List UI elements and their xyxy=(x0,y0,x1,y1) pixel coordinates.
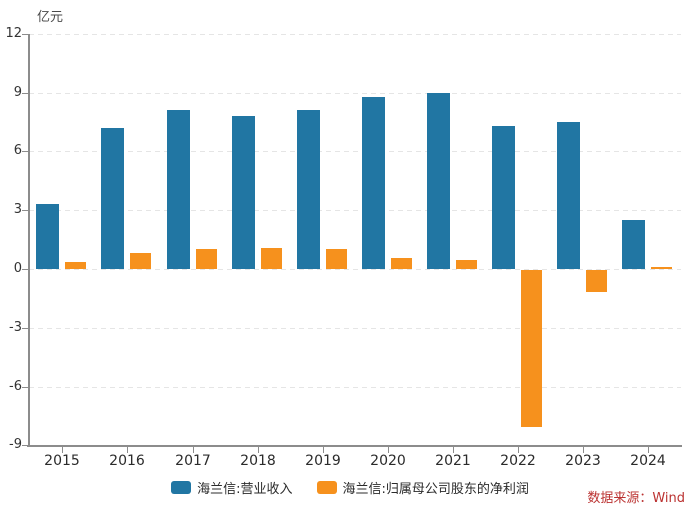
x-tick-mark xyxy=(453,447,454,453)
x-tick-mark xyxy=(258,447,259,453)
grid-line-y0 xyxy=(29,269,681,270)
y-tick-mark xyxy=(22,93,28,94)
x-tick-mark xyxy=(388,447,389,453)
y-tick-label: -6 xyxy=(9,379,22,394)
data-source-label: 数据来源：Wind xyxy=(587,491,685,506)
bar-revenue-2015 xyxy=(36,204,59,269)
net-profit-legend-label: 海兰信:归属母公司股东的净利润 xyxy=(342,482,529,497)
chart-legend: 海兰信:营业收入 海兰信:归属母公司股东的净利润 xyxy=(0,478,700,497)
y-tick-mark xyxy=(22,151,28,152)
x-tick-label-2019: 2019 xyxy=(305,453,341,469)
bar-revenue-2021 xyxy=(427,93,450,269)
x-tick-label-2020: 2020 xyxy=(370,453,406,469)
y-tick-label: 12 xyxy=(5,26,22,41)
x-tick-label-2015: 2015 xyxy=(44,453,80,469)
revenue-legend-swatch xyxy=(171,481,192,494)
x-tick-label-2022: 2022 xyxy=(500,453,536,469)
y-tick-label: -9 xyxy=(9,437,22,452)
y-axis-line xyxy=(28,34,30,447)
bar-revenue-2024 xyxy=(622,220,645,269)
grid-line-y-3 xyxy=(29,328,681,329)
y-tick-label: -3 xyxy=(9,320,22,335)
bar-net-profit-2015 xyxy=(65,262,86,269)
grid-line-y6 xyxy=(29,151,681,152)
grid-line-y3 xyxy=(29,210,681,211)
bar-net-profit-2024 xyxy=(651,267,672,269)
y-tick-label: 3 xyxy=(13,202,22,217)
net-profit-legend-swatch xyxy=(316,481,337,494)
y-tick-mark xyxy=(22,445,28,446)
bar-revenue-2023 xyxy=(557,122,580,269)
x-tick-label-2023: 2023 xyxy=(565,453,601,469)
legend-item-net-profit: 海兰信:归属母公司股东的净利润 xyxy=(316,478,529,497)
bar-revenue-2022 xyxy=(492,126,515,269)
x-tick-mark xyxy=(583,447,584,453)
bar-revenue-2018 xyxy=(232,116,255,269)
grid-line-y-6 xyxy=(29,387,681,388)
x-tick-mark xyxy=(193,447,194,453)
bar-net-profit-2018 xyxy=(261,248,282,269)
x-axis-line xyxy=(27,445,682,447)
x-tick-mark xyxy=(323,447,324,453)
bar-net-profit-2020 xyxy=(391,258,412,269)
bar-revenue-2019 xyxy=(297,110,320,269)
y-tick-mark xyxy=(22,269,28,270)
bar-net-profit-2016 xyxy=(130,253,151,269)
x-tick-label-2018: 2018 xyxy=(240,453,276,469)
y-tick-label: 0 xyxy=(13,261,22,276)
grid-line-y9 xyxy=(29,93,681,94)
y-tick-mark xyxy=(22,34,28,35)
y-tick-label: 9 xyxy=(13,85,22,100)
x-tick-label-2017: 2017 xyxy=(175,453,211,469)
bar-net-profit-2019 xyxy=(326,249,347,269)
x-tick-mark xyxy=(127,447,128,453)
bar-net-profit-2017 xyxy=(196,249,217,269)
bar-net-profit-2022 xyxy=(521,270,542,427)
bar-net-profit-2021 xyxy=(456,260,477,269)
y-tick-mark xyxy=(22,328,28,329)
bar-revenue-2017 xyxy=(167,110,190,269)
x-tick-label-2016: 2016 xyxy=(109,453,145,469)
x-tick-mark xyxy=(648,447,649,453)
x-tick-label-2021: 2021 xyxy=(435,453,471,469)
bar-revenue-2020 xyxy=(362,97,385,269)
x-tick-label-2024: 2024 xyxy=(630,453,666,469)
x-tick-mark xyxy=(62,447,63,453)
legend-item-revenue: 海兰信:营业收入 xyxy=(171,478,293,497)
y-tick-mark xyxy=(22,210,28,211)
x-tick-mark xyxy=(518,447,519,453)
revenue-legend-label: 海兰信:营业收入 xyxy=(197,482,293,497)
grid-line-y12 xyxy=(29,34,681,35)
y-tick-mark xyxy=(22,387,28,388)
bar-revenue-2016 xyxy=(101,128,124,269)
bar-net-profit-2023 xyxy=(586,270,607,292)
y-tick-label: 6 xyxy=(13,143,22,158)
y-axis-unit-label: 亿元 xyxy=(37,10,64,25)
